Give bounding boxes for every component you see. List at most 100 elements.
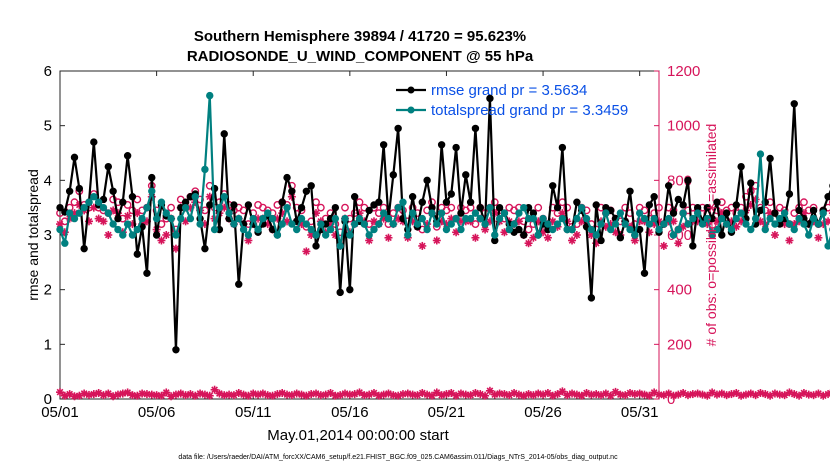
asterisk-stroke bbox=[341, 390, 349, 397]
spread-point bbox=[602, 209, 610, 217]
rmse-point bbox=[80, 244, 88, 253]
asterisk-stroke bbox=[220, 391, 228, 399]
asterisk-stroke bbox=[418, 389, 426, 397]
asterisk-stroke bbox=[747, 390, 755, 397]
asterisk-stroke bbox=[525, 390, 532, 398]
asterisk-stroke bbox=[486, 387, 494, 395]
obs-asterisk bbox=[568, 236, 577, 245]
spread-point bbox=[370, 225, 378, 234]
rmse-point bbox=[785, 190, 794, 198]
spread-point bbox=[616, 209, 625, 217]
rmse-point bbox=[592, 201, 600, 209]
spread-point bbox=[640, 214, 649, 223]
spread-point bbox=[800, 220, 808, 228]
asterisk-stroke bbox=[694, 390, 702, 397]
asterisk-stroke bbox=[385, 234, 392, 242]
spread-point bbox=[776, 214, 784, 223]
x-tick-label: 05/06 bbox=[138, 404, 176, 421]
asterisk-stroke bbox=[612, 388, 619, 396]
rmse-point bbox=[679, 201, 687, 209]
spread-point bbox=[578, 203, 586, 212]
asterisk-stroke bbox=[404, 390, 412, 397]
rmse-point bbox=[756, 206, 765, 215]
spread-point bbox=[119, 231, 127, 239]
obs-possible-point bbox=[167, 203, 176, 212]
asterisk-stroke bbox=[790, 390, 798, 398]
rmse-point bbox=[109, 187, 117, 195]
spread-point bbox=[549, 225, 557, 234]
spread-point bbox=[544, 220, 552, 228]
rmse-point bbox=[375, 198, 383, 206]
spread-point bbox=[384, 214, 393, 223]
asterisk-stroke bbox=[568, 390, 576, 397]
spread-point bbox=[94, 198, 103, 206]
asterisk-stroke bbox=[568, 237, 576, 244]
asterisk-stroke bbox=[428, 392, 436, 400]
asterisk-stroke bbox=[104, 390, 112, 397]
spread-point bbox=[771, 220, 779, 228]
rmse-point bbox=[278, 198, 286, 206]
plot-area: 05/01 05/06 05/11 05/16 05/21 05/26 05/31 0 1 2 3 4… bbox=[41, 63, 830, 421]
spread-point bbox=[249, 214, 257, 223]
rmse-point bbox=[640, 269, 649, 277]
rmse-point bbox=[172, 346, 180, 354]
spread-point bbox=[433, 220, 441, 228]
spread-point bbox=[674, 225, 683, 234]
spread-point bbox=[698, 220, 707, 228]
spread-point bbox=[510, 220, 518, 228]
asterisk-stroke bbox=[298, 391, 305, 398]
spread-point bbox=[85, 198, 93, 206]
asterisk-stroke bbox=[312, 390, 320, 397]
spread-point bbox=[795, 214, 803, 223]
asterisk-stroke bbox=[360, 391, 368, 399]
obs-asterisk bbox=[104, 231, 113, 239]
asterisk-stroke bbox=[583, 389, 590, 397]
rmse-point bbox=[148, 173, 156, 182]
rmse-point bbox=[288, 187, 296, 195]
y-tick-label-right: 0 bbox=[667, 391, 675, 408]
rmse-point bbox=[104, 162, 113, 171]
asterisk-stroke bbox=[472, 234, 479, 242]
spread-point bbox=[210, 225, 219, 234]
obs-asterisk bbox=[205, 391, 214, 400]
spread-point bbox=[689, 214, 697, 223]
asterisk-stroke bbox=[433, 389, 441, 396]
rmse-point bbox=[418, 198, 426, 206]
obs-asterisk bbox=[56, 220, 64, 229]
spread-point bbox=[355, 214, 364, 223]
rmse-point bbox=[809, 206, 818, 215]
asterisk-stroke bbox=[100, 217, 107, 225]
spread-point bbox=[428, 209, 436, 217]
spread-point bbox=[201, 165, 209, 174]
rmse-point bbox=[394, 124, 402, 133]
asterisk-stroke bbox=[307, 390, 315, 398]
spread-point bbox=[466, 214, 475, 223]
spread-point bbox=[645, 220, 654, 228]
rmse-point bbox=[379, 141, 388, 149]
asterisk-stroke bbox=[660, 242, 668, 250]
asterisk-stroke bbox=[510, 389, 518, 397]
asterisk-stroke bbox=[201, 391, 209, 398]
asterisk-stroke bbox=[771, 390, 779, 397]
spread-point bbox=[123, 220, 132, 228]
obs-asterisk bbox=[418, 241, 427, 250]
spread-point bbox=[809, 214, 818, 223]
spread-point bbox=[143, 203, 151, 212]
spread-point bbox=[264, 209, 272, 217]
spread-point bbox=[495, 214, 504, 223]
rmse-point bbox=[119, 198, 127, 206]
rmse-point bbox=[457, 209, 465, 217]
spread-point bbox=[317, 220, 325, 228]
spread-point bbox=[128, 231, 137, 239]
spread-point bbox=[819, 209, 827, 217]
asterisk-stroke bbox=[370, 217, 378, 225]
spread-point bbox=[442, 225, 451, 234]
asterisk-stroke bbox=[95, 389, 103, 397]
y-tick-label-right: 800 bbox=[667, 172, 692, 189]
spread-point bbox=[206, 91, 214, 100]
y-tick-label-left: 6 bbox=[44, 63, 52, 80]
obs-asterisk bbox=[640, 390, 649, 399]
spread-point bbox=[660, 220, 668, 228]
asterisk-stroke bbox=[578, 392, 586, 400]
